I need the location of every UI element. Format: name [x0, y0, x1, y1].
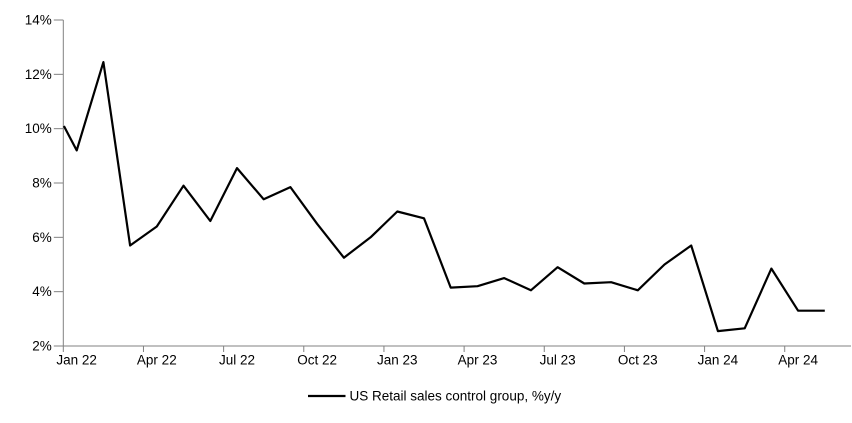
- y-axis-tick-label: 8%: [32, 176, 52, 191]
- y-axis-tick-label: 10%: [25, 121, 52, 136]
- y-axis-tick-label: 2%: [32, 339, 52, 354]
- legend-label: US Retail sales control group, %y/y: [350, 389, 562, 404]
- y-axis-tick-label: 12%: [25, 67, 52, 82]
- y-axis-tick-label: 14%: [25, 13, 52, 28]
- x-axis-tick-label: Oct 23: [618, 353, 658, 368]
- x-axis-tick-label: Apr 23: [458, 353, 498, 368]
- x-axis-tick-label: Jan 24: [698, 353, 739, 368]
- x-axis-tick-label: Jul 22: [219, 353, 255, 368]
- axes: 14% 12% 10% 8% 6% 4% 2% Jan 22 Apr 22 Jul 22 Oct 2…: [25, 13, 851, 368]
- x-axis-tick-label: Apr 24: [778, 353, 818, 368]
- x-axis-tick-label: Oct 22: [297, 353, 337, 368]
- x-axis-tick-label: Apr 22: [137, 353, 177, 368]
- line-series: [62, 61, 825, 333]
- x-axis-tick-label: Jan 23: [377, 353, 418, 368]
- y-axis-tick-label: 6%: [32, 230, 52, 245]
- x-axis-tick-label: Jul 23: [540, 353, 576, 368]
- legend: US Retail sales control group, %y/y: [308, 389, 561, 404]
- retail-sales-series-line: [62, 61, 825, 333]
- y-axis-tick-label: 4%: [32, 284, 52, 299]
- x-axis-tick-label: Jan 22: [56, 353, 97, 368]
